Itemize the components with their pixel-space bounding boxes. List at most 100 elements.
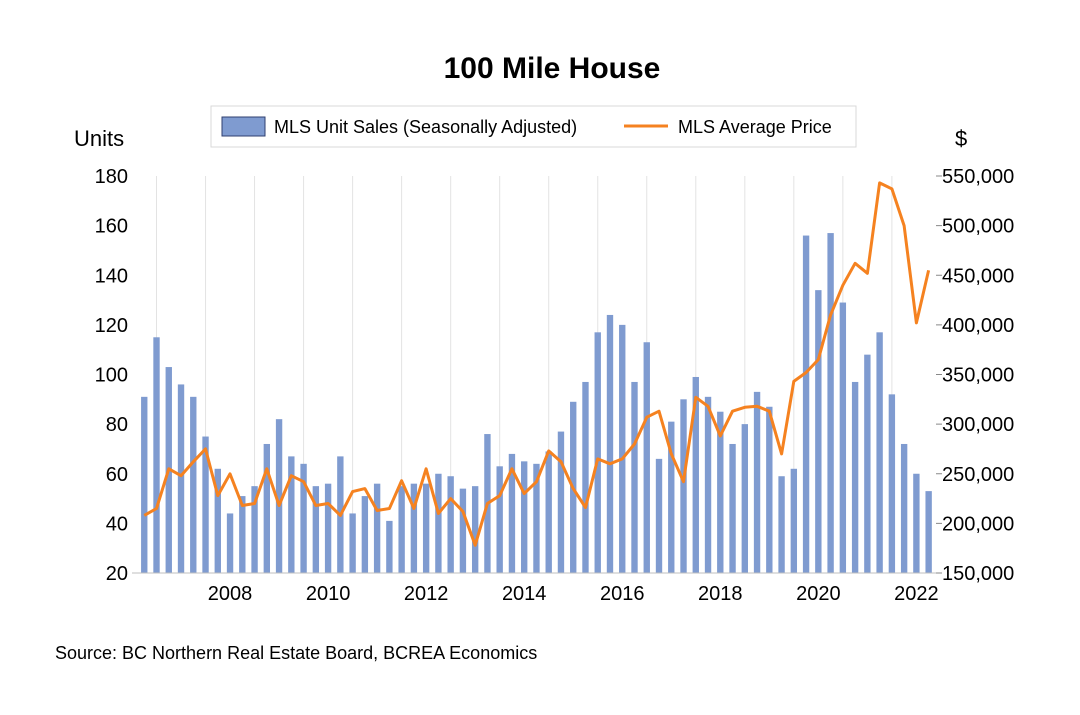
bar xyxy=(594,332,601,573)
bar xyxy=(545,451,552,573)
bar xyxy=(802,235,810,574)
right-tick-label: 300,000 xyxy=(942,414,1014,436)
left-tick-label: 20 xyxy=(106,563,128,585)
right-tick-label: 550,000 xyxy=(942,166,1014,188)
bar xyxy=(815,290,822,573)
bar xyxy=(876,332,883,573)
bar xyxy=(349,513,356,573)
bar xyxy=(496,466,503,573)
right-tick-label: 500,000 xyxy=(942,216,1014,238)
x-tick-label: 2016 xyxy=(600,583,645,605)
bar xyxy=(704,396,712,573)
x-axis-ticks: 2008 2010 2012 2014 2016 2018 2020 2022 xyxy=(208,583,939,605)
right-tick-label: 200,000 xyxy=(942,513,1014,535)
right-tick-label: 150,000 xyxy=(942,563,1014,585)
x-tick-label: 2010 xyxy=(306,583,351,605)
left-tick-label: 80 xyxy=(106,414,128,436)
bar xyxy=(410,483,418,573)
bar-series-unit-sales xyxy=(141,233,932,574)
bar xyxy=(226,513,234,573)
bar xyxy=(459,488,467,573)
x-tick-label: 2018 xyxy=(698,583,743,605)
right-axis-ticks: 150,000 200,000 250,000 300,000 350,000 400,0… xyxy=(936,166,1014,585)
bar xyxy=(141,396,148,573)
bar xyxy=(741,424,748,573)
bar xyxy=(619,324,626,573)
left-axis-ticks: 20 40 60 80 100 120 140 160 180 xyxy=(95,166,128,585)
bar xyxy=(190,396,197,573)
legend-label-average-price: MLS Average Price xyxy=(678,117,832,137)
bar xyxy=(753,391,761,573)
bar xyxy=(471,486,479,573)
bar xyxy=(533,463,540,573)
bar xyxy=(900,443,908,573)
bar xyxy=(324,483,332,573)
right-tick-label: 400,000 xyxy=(942,315,1014,337)
bar xyxy=(925,491,932,573)
bar xyxy=(606,314,614,573)
bar xyxy=(300,463,307,573)
bar xyxy=(263,443,271,573)
line-series-average-price xyxy=(143,181,931,547)
right-axis-title: $ xyxy=(955,126,967,151)
bar xyxy=(312,486,320,573)
x-tick-label: 2020 xyxy=(796,583,841,605)
left-tick-label: 140 xyxy=(95,265,128,287)
bar xyxy=(398,486,405,573)
x-tick-label: 2022 xyxy=(894,583,939,605)
legend-bar-swatch xyxy=(221,116,266,137)
bar xyxy=(557,431,565,573)
bar xyxy=(177,384,185,573)
bar xyxy=(827,233,834,573)
bar xyxy=(251,486,258,573)
legend-label-unit-sales: MLS Unit Sales (Seasonally Adjusted) xyxy=(274,117,577,137)
bar xyxy=(508,453,516,573)
right-tick-label: 250,000 xyxy=(942,464,1014,486)
bar xyxy=(202,436,209,573)
bar xyxy=(422,483,430,573)
bar xyxy=(692,376,699,573)
bar xyxy=(729,443,736,573)
bar xyxy=(655,458,663,573)
bar xyxy=(864,354,871,573)
legend-box xyxy=(210,105,857,148)
source-note: Source: BC Northern Real Estate Board, B… xyxy=(55,643,537,663)
x-tick-label: 2008 xyxy=(208,583,253,605)
chart-title: 100 Mile House xyxy=(444,52,661,85)
left-tick-label: 100 xyxy=(95,365,128,387)
bar xyxy=(239,496,246,573)
bar xyxy=(275,419,283,573)
x-tick-label: 2012 xyxy=(404,583,449,605)
bar xyxy=(373,483,381,573)
legend: MLS Unit Sales (Seasonally Adjusted) MLS… xyxy=(210,105,857,148)
left-tick-label: 180 xyxy=(95,166,128,188)
left-tick-label: 160 xyxy=(95,216,128,238)
left-tick-label: 60 xyxy=(106,464,128,486)
right-tick-label: 450,000 xyxy=(942,265,1014,287)
right-tick-label: 350,000 xyxy=(942,365,1014,387)
bar xyxy=(790,468,798,573)
bar xyxy=(888,394,896,573)
bar xyxy=(668,421,675,573)
bar xyxy=(839,302,847,573)
bar xyxy=(778,476,785,573)
bar xyxy=(521,461,528,573)
bar xyxy=(214,468,221,573)
bar xyxy=(643,342,650,573)
bar xyxy=(447,476,454,573)
bar xyxy=(288,456,295,573)
bar xyxy=(361,496,369,573)
bar xyxy=(153,337,160,573)
bar xyxy=(582,381,589,573)
bar xyxy=(631,381,638,573)
left-axis-title: Units xyxy=(74,126,124,151)
bar xyxy=(717,411,724,573)
left-tick-label: 40 xyxy=(106,513,128,535)
bar xyxy=(680,399,687,573)
bar xyxy=(766,406,773,573)
bar xyxy=(851,381,859,573)
left-tick-label: 120 xyxy=(95,315,128,337)
bar xyxy=(913,473,920,573)
bar xyxy=(435,473,442,573)
